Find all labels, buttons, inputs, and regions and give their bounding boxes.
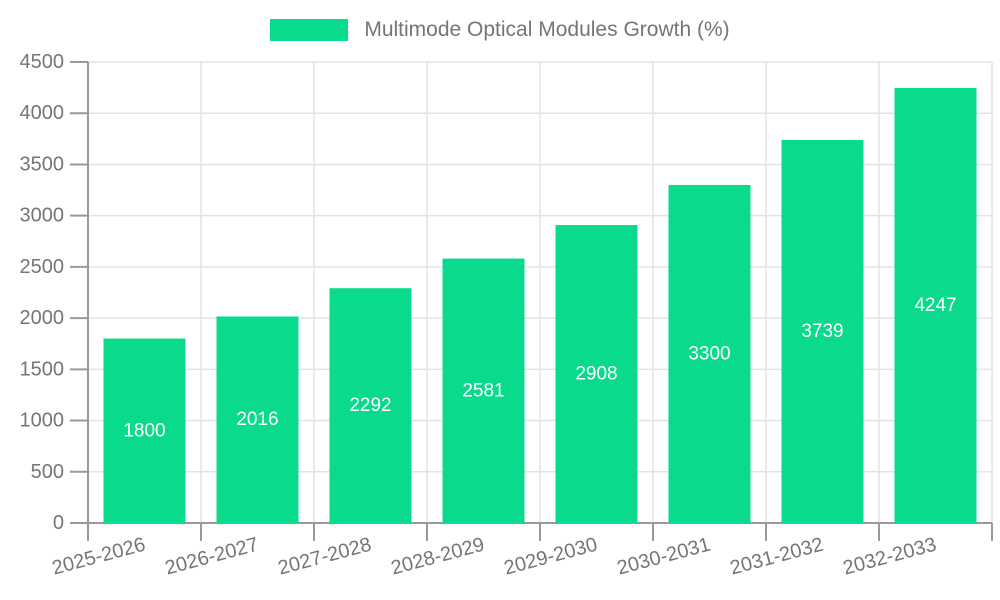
- y-axis-tick-label: 3500: [20, 153, 65, 175]
- y-axis-tick-label: 0: [53, 512, 64, 534]
- x-axis-category-label: 2026-2027: [163, 534, 261, 580]
- bar[interactable]: [329, 288, 412, 523]
- bar[interactable]: [668, 184, 751, 523]
- x-axis-category-label: 2032-2033: [841, 534, 939, 580]
- x-axis-category-label: 2030-2031: [615, 534, 713, 580]
- legend[interactable]: Multimode Optical Modules Growth (%): [0, 16, 1000, 44]
- bar[interactable]: [781, 139, 864, 524]
- y-axis-tick-label: 4500: [20, 51, 65, 73]
- bar-value-label: 2908: [575, 364, 617, 385]
- bar-value-label: 2581: [462, 380, 504, 401]
- y-axis-tick-label: 500: [31, 461, 64, 483]
- legend-swatch[interactable]: [270, 19, 349, 41]
- bar-value-label: 2016: [236, 409, 278, 430]
- bar-value-label: 3739: [801, 321, 843, 342]
- x-axis-category-label: 2031-2032: [728, 534, 826, 580]
- y-axis-tick-label: 3000: [20, 205, 65, 227]
- y-axis-tick-label: 1500: [20, 358, 65, 380]
- y-axis-tick-label: 2000: [20, 307, 65, 329]
- legend-label: Multimode Optical Modules Growth (%): [364, 18, 730, 41]
- bar[interactable]: [103, 338, 186, 523]
- bar-value-label: 1800: [123, 420, 165, 441]
- x-axis-category-label: 2025-2026: [50, 534, 148, 580]
- bar-value-label: 4247: [914, 295, 956, 316]
- y-axis-tick-label: 2500: [20, 256, 65, 278]
- x-axis-category-label: 2029-2030: [502, 534, 600, 580]
- bar[interactable]: [894, 87, 977, 523]
- bar-value-label: 2292: [349, 395, 391, 416]
- bar[interactable]: [216, 316, 299, 523]
- y-axis-tick-label: 1000: [20, 410, 65, 432]
- x-axis-category-label: 2027-2028: [276, 534, 374, 580]
- bar[interactable]: [555, 225, 638, 523]
- bar[interactable]: [442, 258, 525, 523]
- y-axis-tick-label: 4000: [20, 102, 65, 124]
- x-axis-category-label: 2028-2029: [389, 534, 487, 580]
- bar-value-label: 3300: [688, 343, 730, 364]
